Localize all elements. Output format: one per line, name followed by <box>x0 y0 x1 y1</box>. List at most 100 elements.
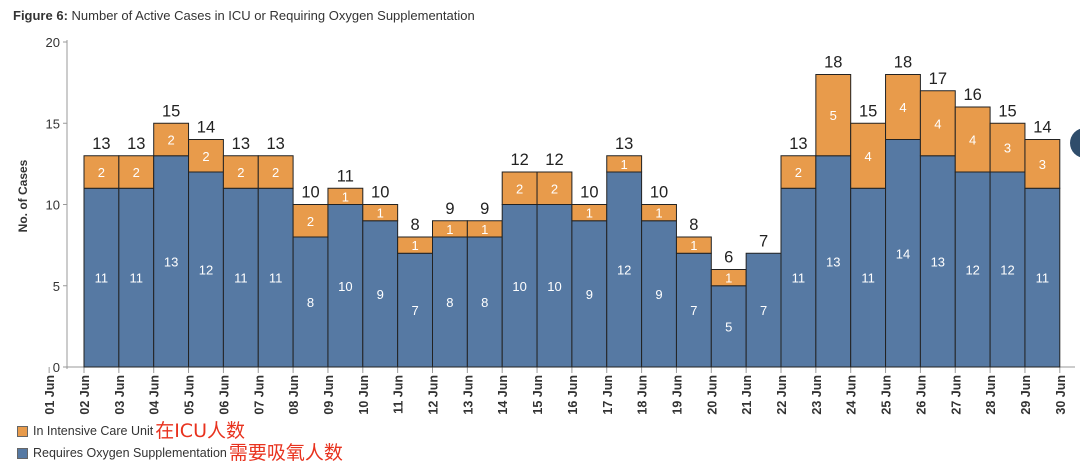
y-tick-label: 15 <box>46 116 60 131</box>
bar-oxygen-label: 10 <box>547 279 561 294</box>
bar-oxygen-label: 9 <box>655 287 662 302</box>
bar-oxygen <box>397 252 433 368</box>
x-tick-label: 01 Jun <box>43 375 57 415</box>
x-tick-label: 19 Jun <box>670 375 684 415</box>
x-tick-label: 06 Jun <box>217 375 231 415</box>
x-tick-label: 30 Jun <box>1054 375 1068 415</box>
bar-oxygen-label: 5 <box>725 319 732 334</box>
bar-oxygen <box>327 204 364 368</box>
y-tick-label: 5 <box>53 279 60 294</box>
bar-icu <box>641 204 677 222</box>
bar-oxygen-label: 7 <box>411 303 418 318</box>
bar-oxygen-label: 11 <box>234 271 248 286</box>
legend-item-oxygen[interactable]: Requires Oxygen Supplementation 需要吸氧人数 <box>17 442 343 464</box>
bar-icu <box>989 122 1026 173</box>
bar-total-label: 17 <box>929 70 947 88</box>
bar-icu-label: 4 <box>899 100 906 115</box>
bar-oxygen-label: 8 <box>446 295 453 310</box>
bar-icu-label: 1 <box>586 206 593 221</box>
x-tick-label: 07 Jun <box>252 375 266 415</box>
bar-oxygen-label: 8 <box>307 295 314 310</box>
x-tick-label: 12 Jun <box>427 375 441 415</box>
bar-icu <box>327 187 364 205</box>
figure-title: Figure 6: Number of Active Cases in ICU … <box>13 8 475 23</box>
bar-icu-label: 1 <box>655 206 662 221</box>
bar-icu <box>188 139 224 173</box>
bar-icu <box>675 236 712 254</box>
bar-total-label: 18 <box>824 54 842 72</box>
bar-oxygen-label: 11 <box>130 271 144 286</box>
bar-icu <box>362 204 399 222</box>
bar-total-label: 13 <box>92 135 110 153</box>
bar-oxygen-label: 11 <box>95 271 109 286</box>
bar-total-label: 15 <box>162 102 180 120</box>
x-tick-label: 10 Jun <box>357 375 371 415</box>
bar-oxygen <box>466 236 503 368</box>
bar-oxygen-label: 8 <box>481 295 488 310</box>
bar-icu <box>536 171 573 205</box>
bar-total-label: 11 <box>337 167 354 185</box>
scroll-right-button[interactable] <box>1070 128 1080 158</box>
legend: In Intensive Care Unit 在ICU人数 Requires O… <box>17 420 343 464</box>
bar-icu-label: 2 <box>168 133 175 148</box>
bar-icu-label: 5 <box>830 108 837 123</box>
bar-icu-label: 1 <box>411 238 418 253</box>
bar-total-label: 13 <box>232 135 250 153</box>
bar-icu <box>222 155 259 189</box>
bar-total-label: 9 <box>480 200 489 218</box>
bar-icu-label: 4 <box>865 149 872 164</box>
bar-oxygen-label: 13 <box>164 254 178 269</box>
bar-total-label: 13 <box>789 135 807 153</box>
bar-icu-label: 4 <box>969 133 976 148</box>
figure-title-label: Figure 6: <box>13 8 68 23</box>
bar-total-label: 10 <box>650 184 668 202</box>
legend-label-oxygen: Requires Oxygen Supplementation <box>33 446 227 460</box>
legend-note-icu: 在ICU人数 <box>155 420 245 442</box>
bar-oxygen-label: 12 <box>965 263 979 278</box>
bar-total-label: 9 <box>445 200 454 218</box>
bar-oxygen <box>989 171 1026 368</box>
legend-item-icu[interactable]: In Intensive Care Unit 在ICU人数 <box>17 420 343 442</box>
bar-oxygen <box>292 236 329 368</box>
x-tick-label: 11 Jun <box>392 375 406 414</box>
bar-icu-label: 2 <box>202 149 209 164</box>
bar-total-label: 13 <box>127 135 145 153</box>
bar-oxygen <box>188 171 224 368</box>
bar-oxygen-label: 11 <box>1036 271 1050 286</box>
bar-icu-label: 2 <box>551 181 558 196</box>
x-tick-label: 24 Jun <box>845 375 859 415</box>
bar-oxygen <box>153 155 190 368</box>
legend-swatch-oxygen <box>17 447 28 459</box>
bar-oxygen-label: 11 <box>861 271 875 286</box>
bar-oxygen <box>222 187 259 368</box>
bar-icu <box>1024 139 1061 189</box>
x-tick-label: 14 Jun <box>496 375 510 415</box>
bar-icu-label: 3 <box>1004 141 1011 156</box>
bar-total-label: 13 <box>266 135 284 153</box>
bar-icu <box>257 155 294 189</box>
bar-oxygen-label: 12 <box>1000 263 1014 278</box>
bar-oxygen <box>606 171 643 368</box>
bar-icu-label: 4 <box>934 116 941 131</box>
bar-total-label: 7 <box>759 232 768 250</box>
y-tick-label: 0 <box>53 360 60 375</box>
x-tick-label: 02 Jun <box>78 375 92 415</box>
bar-total-label: 13 <box>615 135 633 153</box>
bar-oxygen-label: 9 <box>377 287 384 302</box>
x-tick-label: 05 Jun <box>183 375 197 415</box>
bar-oxygen-label: 13 <box>826 254 840 269</box>
bar-oxygen <box>780 187 817 368</box>
x-tick-label: 15 Jun <box>531 375 545 415</box>
bar-total-label: 6 <box>724 249 733 267</box>
x-tick-label: 17 Jun <box>601 375 615 415</box>
bar-oxygen-label: 12 <box>199 263 213 278</box>
bar-total-label: 15 <box>859 102 877 120</box>
bar-icu-label: 1 <box>690 238 697 253</box>
legend-note-oxygen: 需要吸氧人数 <box>228 442 343 464</box>
bar-icu <box>292 204 329 238</box>
bar-icu-label: 1 <box>446 222 453 237</box>
x-tick-label: 29 Jun <box>1019 375 1033 415</box>
bar-oxygen <box>919 155 956 368</box>
x-tick-label: 18 Jun <box>636 375 650 415</box>
x-tick-label: 22 Jun <box>775 375 789 415</box>
